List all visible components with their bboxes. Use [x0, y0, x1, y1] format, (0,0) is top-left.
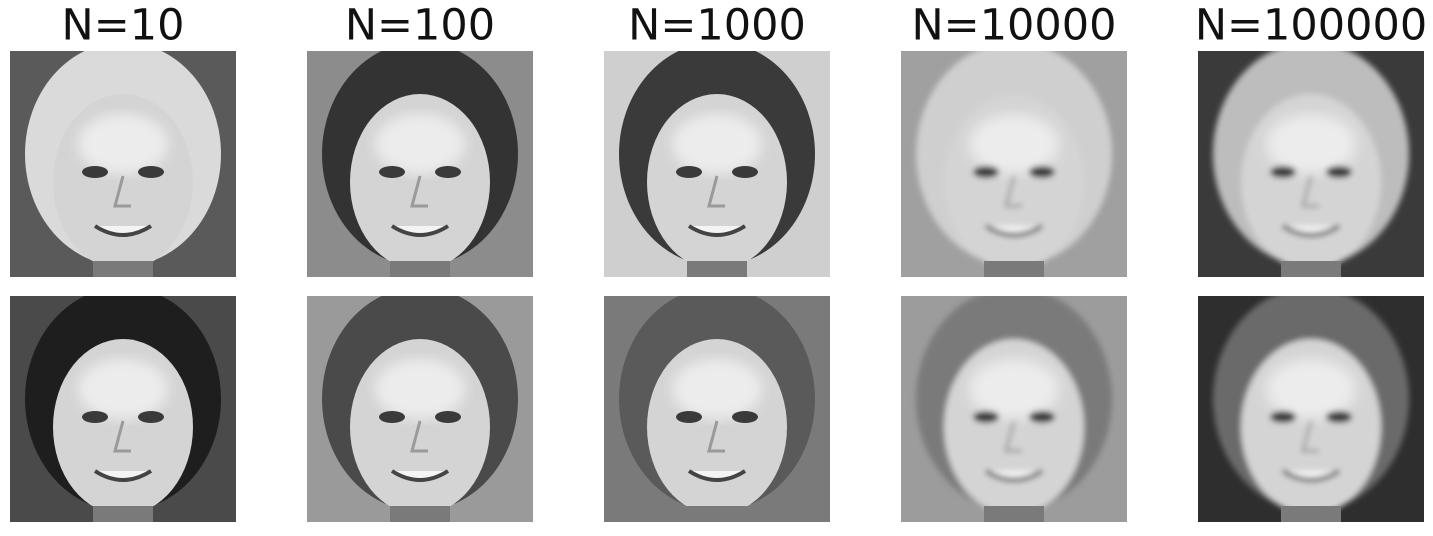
face-image [10, 51, 236, 277]
eye [379, 411, 405, 423]
forehead-highlight [969, 114, 1059, 174]
face-image [604, 51, 830, 277]
forehead-highlight [375, 359, 465, 419]
neck-shadow [93, 261, 153, 277]
face [322, 51, 518, 270]
image-content [604, 296, 830, 522]
image-content [1198, 51, 1424, 277]
nose [1004, 420, 1022, 453]
face [916, 51, 1112, 270]
image-content [10, 51, 236, 277]
mouth [390, 224, 450, 237]
panel-title: N=1000 [628, 1, 806, 51]
image-content [1198, 296, 1424, 522]
nose [1004, 175, 1022, 208]
mouth [984, 469, 1044, 482]
nose [410, 420, 428, 453]
image-content [10, 296, 236, 522]
face [619, 296, 815, 515]
mouth [1281, 224, 1341, 237]
face-image [10, 296, 236, 522]
face-image [307, 296, 533, 522]
panel-title: N=100 [345, 1, 495, 51]
face [619, 51, 815, 270]
eye [1270, 166, 1296, 178]
mouth [93, 224, 153, 237]
nose [113, 175, 131, 208]
panel-title: N=10 [62, 1, 185, 51]
neck-shadow [390, 506, 450, 522]
eye [732, 166, 758, 178]
eye [1326, 411, 1352, 423]
eye [82, 166, 108, 178]
eye [676, 166, 702, 178]
forehead-highlight [672, 114, 762, 174]
neck-shadow [687, 261, 747, 277]
mouth [687, 469, 747, 482]
forehead-highlight [969, 359, 1059, 419]
mouth [687, 224, 747, 237]
face [25, 51, 221, 270]
forehead-highlight [78, 114, 168, 174]
nose [410, 175, 428, 208]
neck-shadow [1281, 506, 1341, 522]
face-image [1198, 296, 1424, 522]
face-image [604, 296, 830, 522]
face-image [307, 51, 533, 277]
eye [435, 166, 461, 178]
neck-shadow [390, 261, 450, 277]
eye [1326, 166, 1352, 178]
eye [1029, 411, 1055, 423]
eye [973, 411, 999, 423]
neck-shadow [687, 506, 747, 522]
panel-title: N=10000 [912, 1, 1117, 51]
face [322, 296, 518, 515]
eye [82, 411, 108, 423]
forehead-highlight [375, 114, 465, 174]
mouth [93, 469, 153, 482]
image-content [901, 51, 1127, 277]
eye [138, 411, 164, 423]
face [1213, 51, 1409, 270]
face-image [901, 296, 1127, 522]
forehead-highlight [672, 359, 762, 419]
nose [1301, 175, 1319, 208]
eye [732, 411, 758, 423]
eye [138, 166, 164, 178]
image-content [307, 51, 533, 277]
mouth [1281, 469, 1341, 482]
eye [1270, 411, 1296, 423]
eye [435, 411, 461, 423]
nose [707, 420, 725, 453]
nose [1301, 420, 1319, 453]
neck-shadow [93, 506, 153, 522]
nose [113, 420, 131, 453]
face [25, 296, 221, 515]
image-content [307, 296, 533, 522]
face [916, 296, 1112, 515]
neck-shadow [984, 506, 1044, 522]
eye [1029, 166, 1055, 178]
image-content [604, 51, 830, 277]
face [1213, 296, 1409, 515]
neck-shadow [1281, 261, 1341, 277]
face-image [901, 51, 1127, 277]
forehead-highlight [1266, 114, 1356, 174]
eye [973, 166, 999, 178]
image-content [901, 296, 1127, 522]
panel-title: N=100000 [1195, 1, 1427, 51]
face-image [1198, 51, 1424, 277]
nose [707, 175, 725, 208]
mouth [984, 224, 1044, 237]
eye [676, 411, 702, 423]
forehead-highlight [1266, 359, 1356, 419]
mouth [390, 469, 450, 482]
forehead-highlight [78, 359, 168, 419]
neck-shadow [984, 261, 1044, 277]
eye [379, 166, 405, 178]
